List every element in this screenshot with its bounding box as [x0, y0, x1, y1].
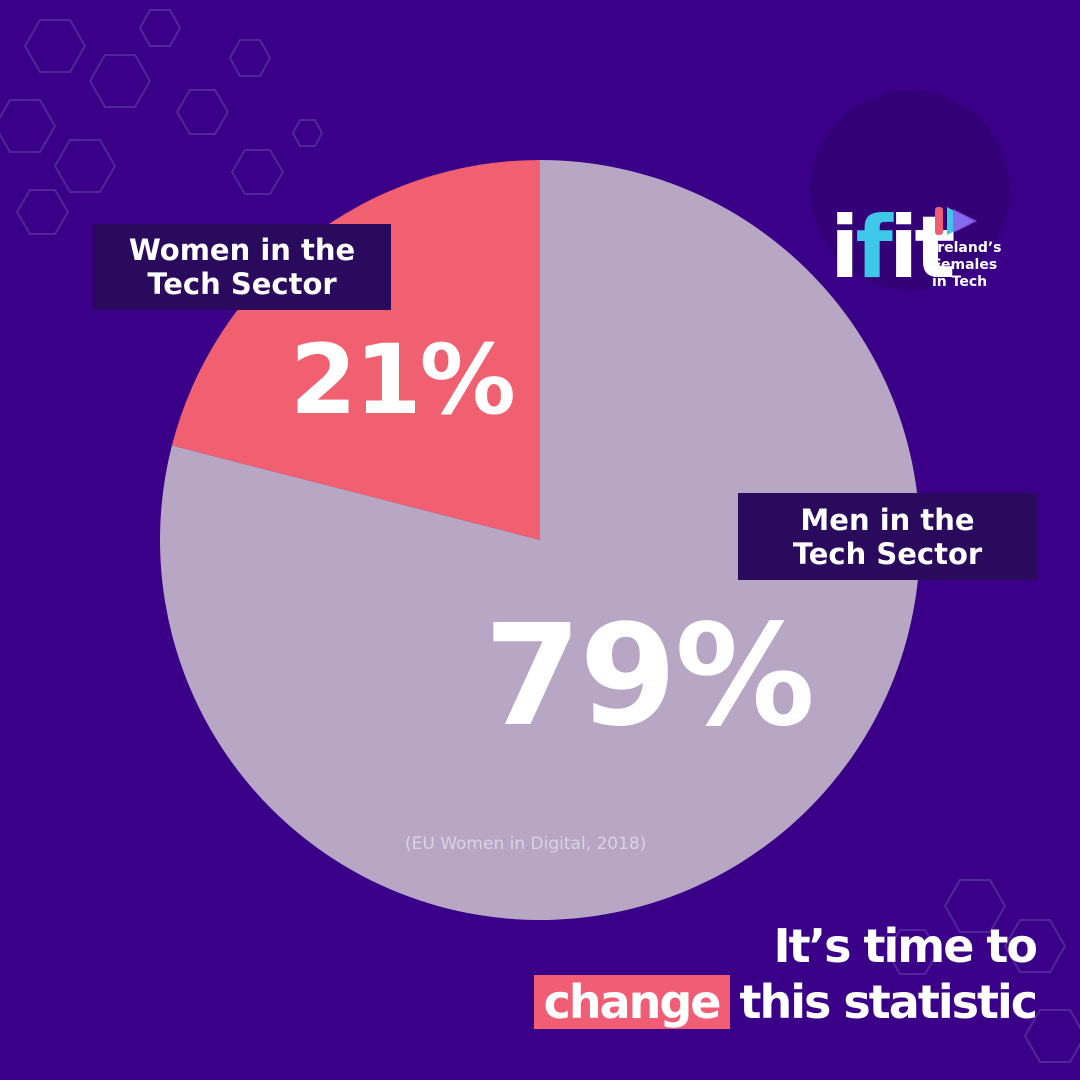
men-label-line1: Men in the	[800, 502, 975, 537]
women-percentage-label: 21%	[290, 324, 516, 436]
logo-letter-f: f	[855, 198, 892, 298]
women-label-line2: Tech Sector	[147, 267, 337, 301]
tagline-line2-rest: this statistic	[739, 975, 1038, 1029]
logo-text-line3: in Tech	[932, 274, 988, 290]
play-icon	[935, 207, 977, 235]
tagline: It’s time to change this statistic	[476, 918, 1038, 1030]
logo-text: Ireland’s Females in Tech	[932, 240, 1002, 291]
logo-text-line1: Ireland’s	[932, 240, 1002, 256]
logo-wordmark: ifit	[830, 205, 955, 291]
men-label-line2: Tech Sector	[792, 536, 983, 571]
tagline-line2: change this statistic	[476, 974, 1038, 1030]
women-label-line1: Women in the	[128, 233, 356, 267]
ifit-logo: ifit Ireland’s Females in Tech	[810, 90, 1010, 291]
men-slice-label: Men in the Tech Sector	[738, 493, 1037, 580]
logo-text-line2: Females	[932, 257, 998, 273]
logo-letters-it: it	[888, 198, 956, 298]
women-slice-label: Women in the Tech Sector	[93, 224, 391, 310]
tagline-highlight-word: change	[533, 975, 730, 1029]
source-citation: (EU Women in Digital, 2018)	[405, 834, 647, 854]
pie-slice-women	[171, 160, 540, 540]
logo-background-circle	[810, 90, 1010, 290]
pie-slice-men	[160, 160, 921, 920]
tagline-line1: It’s time to	[773, 919, 1038, 973]
logo-letter-i: i	[830, 198, 860, 298]
men-percentage-label: 79%	[484, 595, 815, 758]
